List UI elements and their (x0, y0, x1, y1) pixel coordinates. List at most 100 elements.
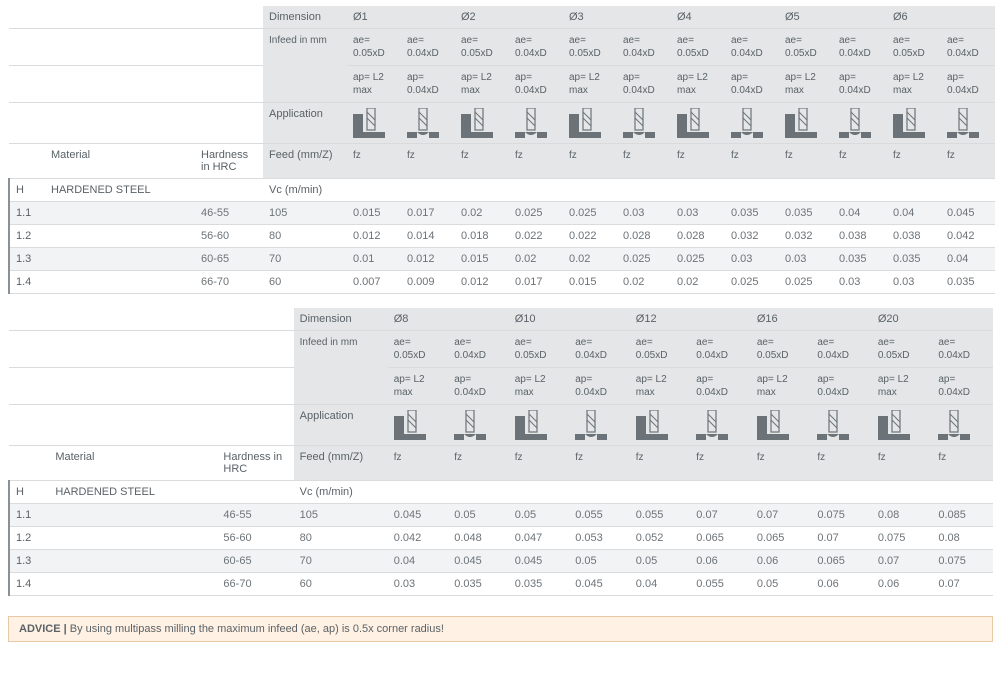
hdr-ae1: ae= 0.05xD (388, 331, 449, 368)
fz-value: 0.032 (779, 225, 833, 248)
fz-value: 0.035 (509, 573, 570, 596)
fz-value: 0.085 (932, 504, 993, 527)
row-id: 1.1 (9, 202, 45, 225)
fz-value: 0.08 (872, 504, 933, 527)
mill-side-icon (893, 108, 927, 138)
mill-slot-icon (454, 410, 488, 440)
fz-value: 0.04 (833, 202, 887, 225)
hdr-ae1: ae= 0.05xD (347, 29, 401, 66)
fz-value: 0.042 (388, 527, 449, 550)
hdr-ap2: ap= 0.04xD (448, 368, 509, 405)
hdr-fz: fz (779, 144, 833, 179)
fz-value: 0.012 (347, 225, 401, 248)
cutting-data-table-1: DimensionØ8Ø10Ø12Ø16Ø20 Infeed in mmae= … (8, 308, 993, 596)
application-icon-cell (779, 103, 833, 144)
hdr-fz: fz (887, 144, 941, 179)
hdr-ae1: ae= 0.05xD (509, 331, 570, 368)
hdr-diameter: Ø16 (751, 308, 872, 331)
row-vc: 105 (294, 504, 388, 527)
fz-value: 0.02 (563, 248, 617, 271)
fz-value: 0.035 (448, 573, 509, 596)
fz-value: 0.017 (401, 202, 455, 225)
mill-slot-icon (839, 108, 873, 138)
fz-value: 0.047 (509, 527, 570, 550)
hdr-ae1: ae= 0.05xD (751, 331, 812, 368)
fz-value: 0.04 (887, 202, 941, 225)
application-icon-cell (941, 103, 995, 144)
row-hrc: 66-70 (195, 271, 263, 294)
fz-value: 0.03 (833, 271, 887, 294)
fz-value: 0.045 (448, 550, 509, 573)
application-icon-cell (671, 103, 725, 144)
application-icon-cell (932, 405, 993, 446)
hdr-diameter: Ø5 (779, 6, 887, 29)
fz-value: 0.045 (388, 504, 449, 527)
row-hrc: 56-60 (195, 225, 263, 248)
hdr-feed: Feed (mm/Z) (294, 446, 388, 481)
fz-value: 0.065 (751, 527, 812, 550)
hdr-diameter: Ø3 (563, 6, 671, 29)
fz-value: 0.07 (872, 550, 933, 573)
application-icon-cell (401, 103, 455, 144)
row-id: 1.4 (9, 573, 49, 596)
fz-value: 0.015 (455, 248, 509, 271)
hdr-ae2: ae= 0.04xD (932, 331, 993, 368)
hdr-fz: fz (690, 446, 751, 481)
fz-value: 0.009 (401, 271, 455, 294)
hdr-ap1: ap= L2 max (563, 66, 617, 103)
fz-value: 0.014 (401, 225, 455, 248)
row-hrc: 66-70 (217, 573, 293, 596)
table-row: 1.1 46-55 1050.0450.050.050.0550.0550.07… (9, 504, 993, 527)
hdr-fz: fz (347, 144, 401, 179)
hdr-ap1: ap= L2 max (388, 368, 449, 405)
fz-value: 0.025 (671, 248, 725, 271)
advice-label: ADVICE (19, 623, 61, 635)
fz-value: 0.07 (690, 504, 751, 527)
fz-value: 0.025 (509, 202, 563, 225)
hdr-fz: fz (569, 446, 630, 481)
application-icon-cell (833, 103, 887, 144)
fz-value: 0.053 (569, 527, 630, 550)
fz-value: 0.03 (671, 202, 725, 225)
hdr-ap1: ap= L2 max (872, 368, 933, 405)
mill-side-icon (353, 108, 387, 138)
hdr-diameter: Ø8 (388, 308, 509, 331)
table-row: 1.2 56-60 800.0120.0140.0180.0220.0220.0… (9, 225, 995, 248)
fz-value: 0.07 (932, 573, 993, 596)
hdr-application: Application (263, 103, 347, 144)
mill-side-icon (569, 108, 603, 138)
row-vc: 105 (263, 202, 347, 225)
fz-value: 0.06 (811, 573, 872, 596)
application-icon-cell (690, 405, 751, 446)
fz-value: 0.045 (941, 202, 995, 225)
hdr-ae1: ae= 0.05xD (671, 29, 725, 66)
hdr-ap1: ap= L2 max (455, 66, 509, 103)
mill-slot-icon (623, 108, 657, 138)
mill-side-icon (677, 108, 711, 138)
application-icon-cell (388, 405, 449, 446)
fz-value: 0.045 (569, 573, 630, 596)
hdr-ap1: ap= L2 max (347, 66, 401, 103)
fz-value: 0.02 (509, 248, 563, 271)
hdr-hardness: Hardness in HRC (195, 144, 263, 179)
fz-value: 0.048 (448, 527, 509, 550)
mill-side-icon (636, 410, 670, 440)
hdr-ap2: ap= 0.04xD (725, 66, 779, 103)
mill-slot-icon (515, 108, 549, 138)
hdr-ap2: ap= 0.04xD (690, 368, 751, 405)
fz-value: 0.08 (932, 527, 993, 550)
hdr-fz: fz (932, 446, 993, 481)
application-icon-cell (751, 405, 812, 446)
hdr-diameter: Ø10 (509, 308, 630, 331)
fz-value: 0.012 (401, 248, 455, 271)
hdr-fz: fz (509, 446, 570, 481)
mill-slot-icon (817, 410, 851, 440)
fz-value: 0.045 (509, 550, 570, 573)
group-code: H (9, 481, 49, 504)
application-icon-cell (569, 405, 630, 446)
application-icon-cell (872, 405, 933, 446)
fz-value: 0.03 (887, 271, 941, 294)
mill-side-icon (394, 410, 428, 440)
fz-value: 0.05 (509, 504, 570, 527)
fz-value: 0.03 (617, 202, 671, 225)
